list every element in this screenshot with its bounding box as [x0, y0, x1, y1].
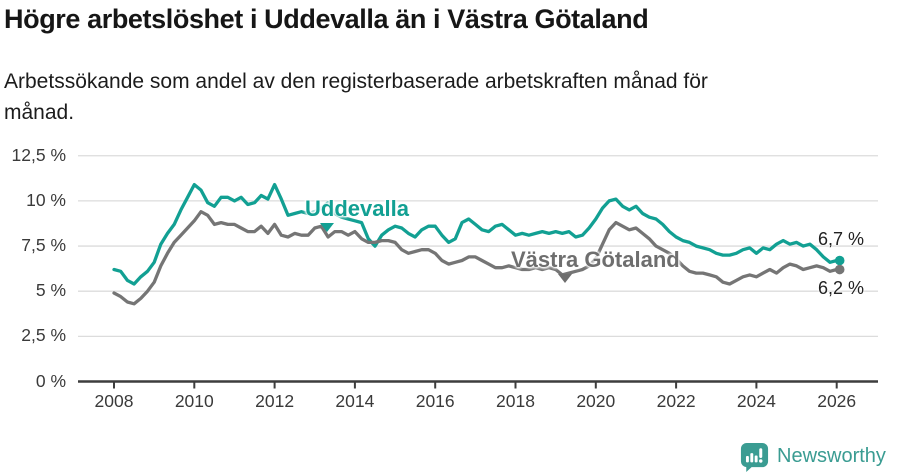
x-tick-label: 2008 [94, 391, 134, 411]
newsworthy-logo-icon [740, 442, 769, 472]
y-tick-label: 10 % [26, 189, 66, 210]
end-value-uddevalla: 6,7 % [817, 229, 864, 249]
x-tick-label: 2016 [415, 391, 455, 411]
x-tick-label: 2014 [335, 391, 375, 411]
series-line-vastra-gotaland [112, 210, 839, 306]
subtitle-line-2: månad. [4, 101, 75, 124]
series-end-dot-vastra-gotaland [834, 264, 845, 275]
chart-title: Högre arbetslöshet i Uddevalla än i Väst… [4, 4, 649, 34]
series-label-vastra-gotaland: Västra Götaland [511, 247, 680, 272]
caret-down-icon [320, 223, 334, 232]
x-tick-label: 2020 [576, 391, 616, 411]
chart-subtitle: Arbetssökande som andel av den registerb… [4, 66, 708, 128]
x-tick-label: 2026 [817, 391, 857, 411]
x-tick-label: 2012 [255, 391, 295, 411]
brand-footer: Newsworthy [739, 440, 886, 472]
end-value-vastra-gotaland: 6,2 % [817, 278, 864, 298]
x-tick-label: 2018 [496, 391, 535, 411]
series-label-uddevalla: Uddevalla [305, 196, 409, 221]
y-tick-label: 0 % [35, 370, 66, 391]
x-tick-label: 2022 [656, 391, 696, 411]
caret-down-icon [558, 274, 572, 283]
x-tick-label: 2010 [174, 391, 214, 411]
y-tick-label: 12,5 % [11, 144, 66, 165]
y-tick-label: 2,5 % [21, 325, 66, 346]
y-tick-label: 7,5 % [21, 235, 66, 256]
y-tick-label: 5 % [35, 280, 66, 301]
series-line-uddevalla [112, 182, 839, 286]
x-tick-label: 2024 [736, 391, 776, 411]
brand-name: Newsworthy [777, 444, 886, 467]
series-end-dot-uddevalla [834, 255, 845, 266]
subtitle-line-1: Arbetssökande som andel av den registerb… [4, 70, 708, 93]
